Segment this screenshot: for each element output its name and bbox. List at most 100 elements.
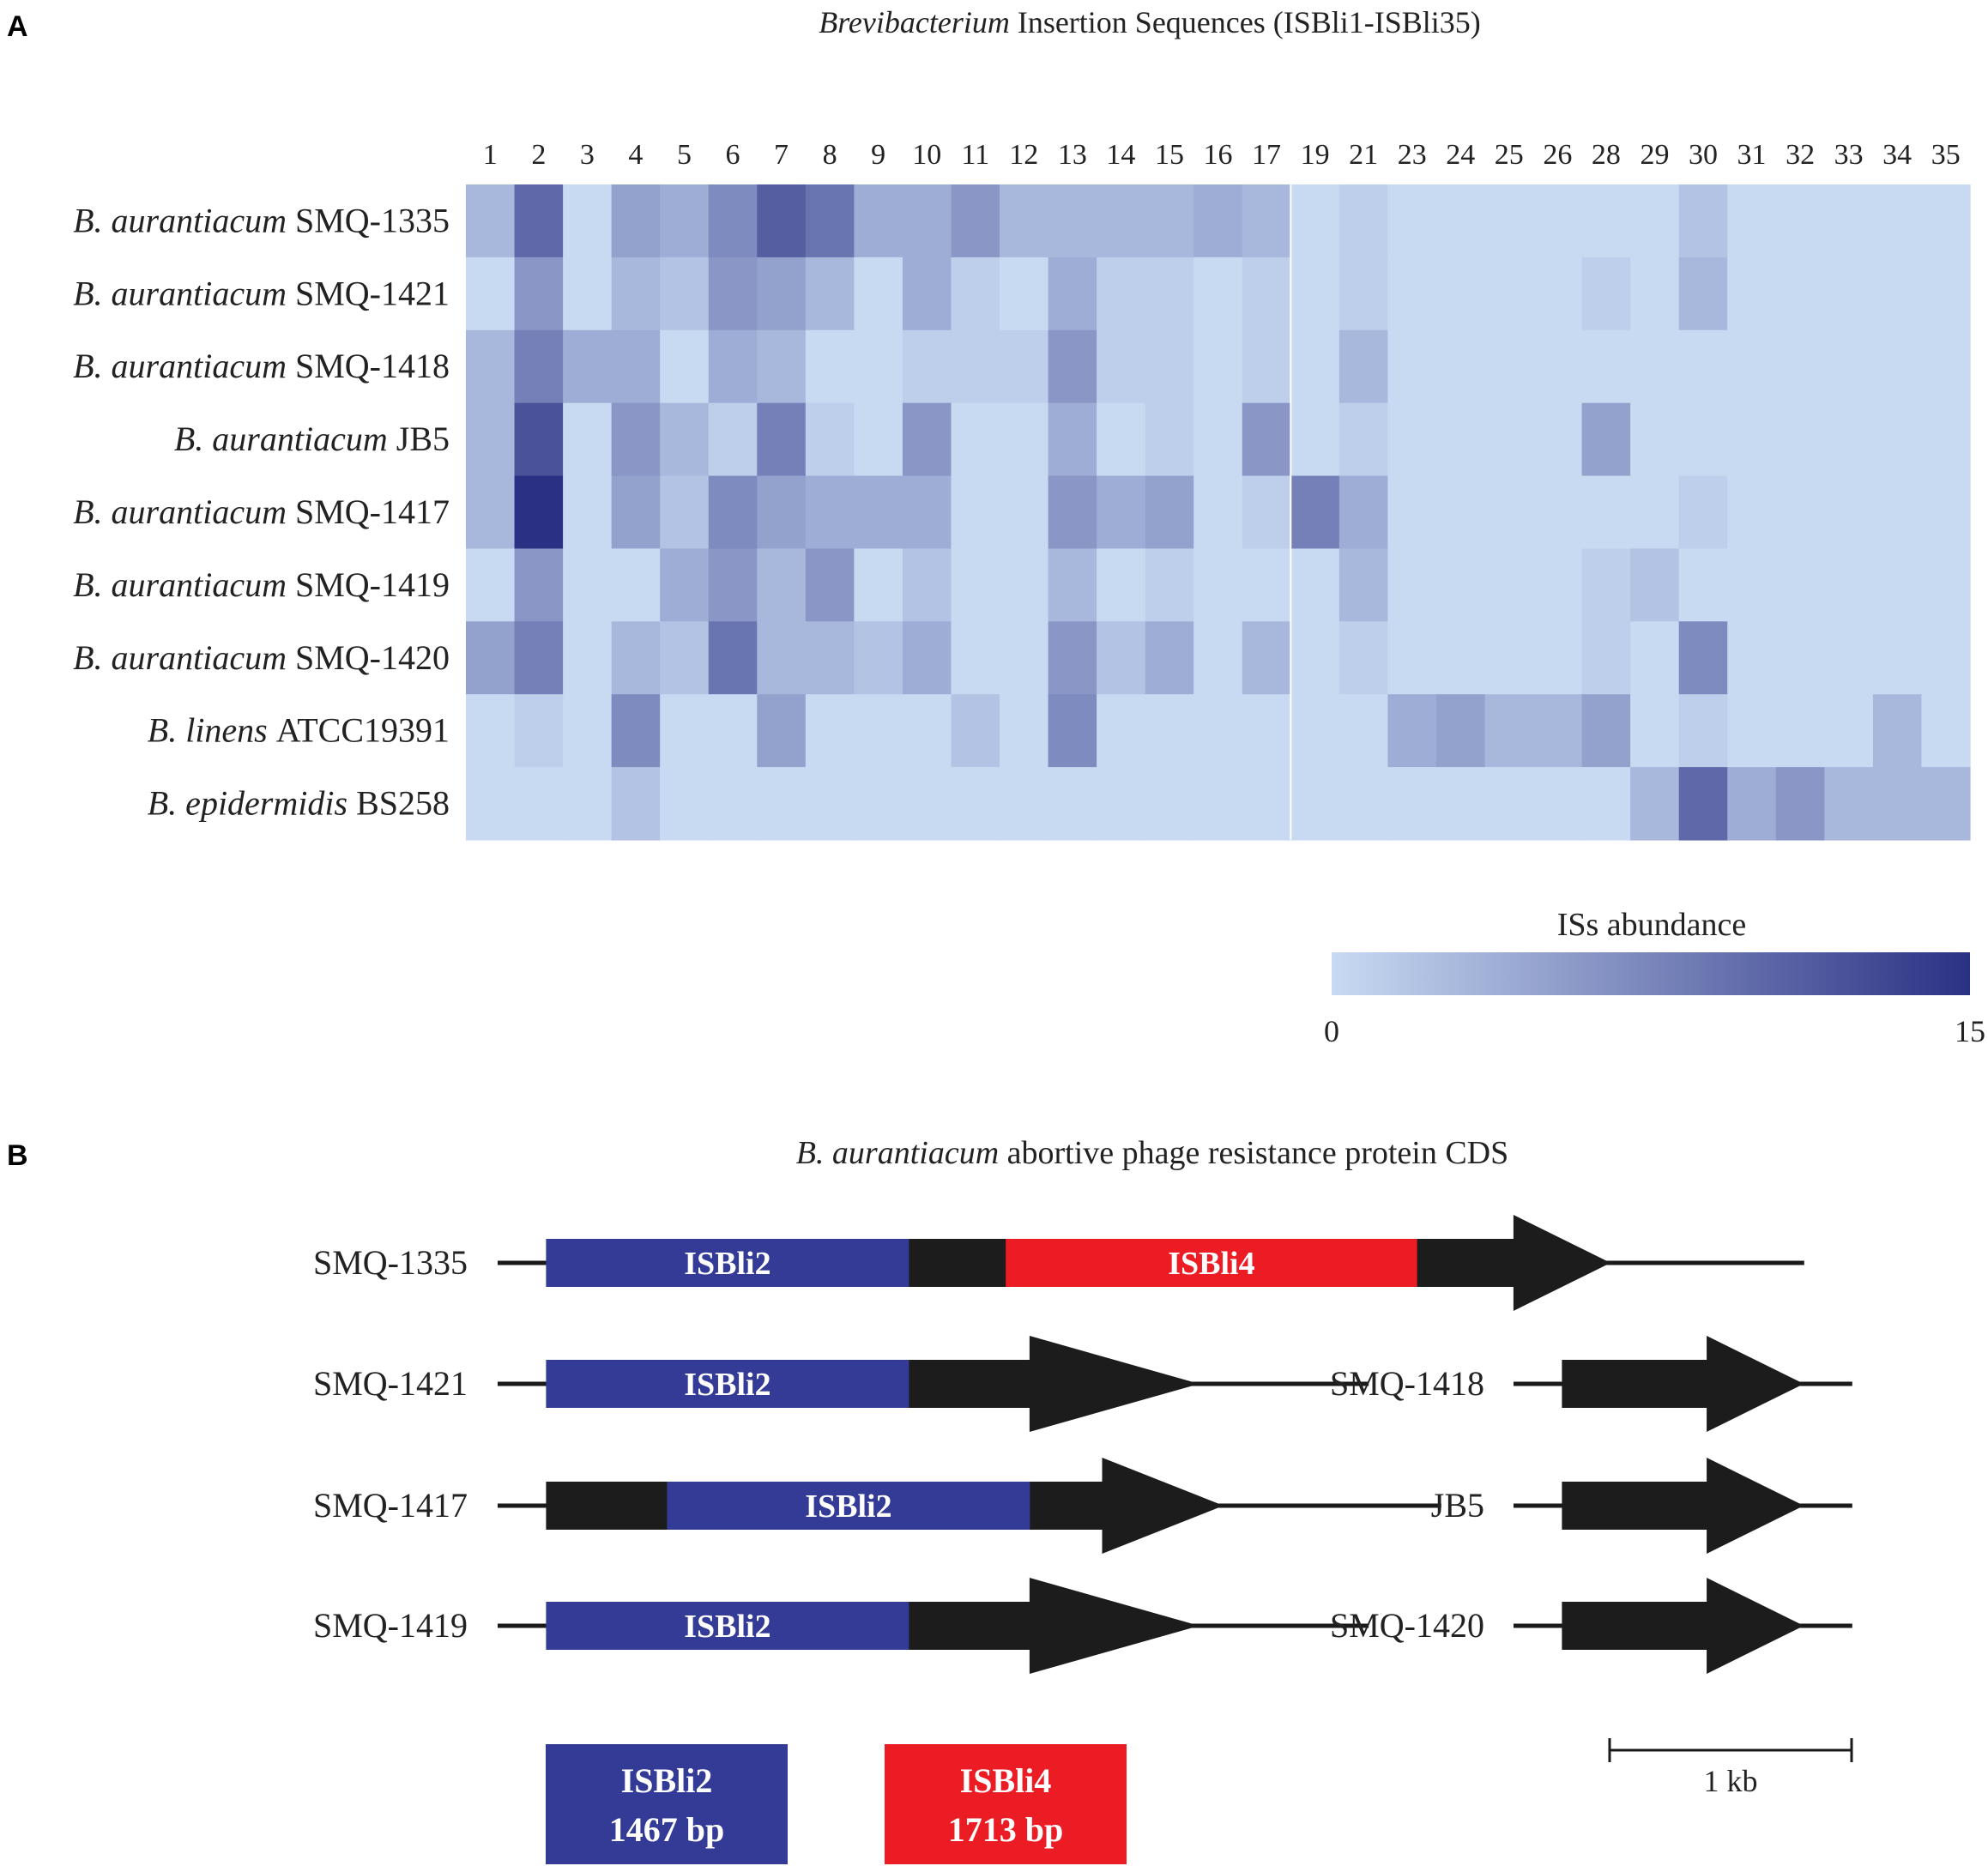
heatmap-cell [902,475,952,550]
heatmap-cell [1435,402,1486,477]
heatmap-cell [1193,694,1243,768]
heatmap-cell [1145,694,1194,768]
heatmap-cell [514,184,564,258]
heatmap-cell [1000,257,1049,331]
colorbar-gradient [1332,952,1970,995]
cds-segment [909,1239,1006,1287]
track-strain-label: SMQ-1419 [313,1606,468,1645]
column-tick-label: 21 [1349,139,1378,171]
heatmap-cell [1727,257,1777,331]
heatmap-cell [1048,475,1097,550]
heatmap-cell [1000,184,1049,258]
heatmap-cell [1242,767,1291,841]
heatmap-cell [563,184,613,258]
heatmap-cell [466,548,516,622]
heatmap-cell [951,257,1000,331]
heatmap-cell [1921,184,1971,258]
heatmap-cell [902,402,952,477]
row-label-species: B. linens [148,711,276,750]
row-label-species: B. aurantiacum [174,420,396,458]
heatmap-cell [514,257,564,331]
column-tick-label: 12 [1009,139,1038,171]
isbli4-segment [1006,1239,1418,1287]
heatmap-cell [660,402,710,477]
heatmap-cell [1290,329,1340,404]
isbli2-segment [546,1239,909,1287]
heatmap-cell [1097,184,1146,258]
row-label-species: B. aurantiacum [73,492,295,531]
heatmap-cell [1290,767,1340,841]
heatmap-cell [1097,257,1146,331]
heatmap-cell [1872,257,1923,331]
heatmap-cell [1000,694,1049,768]
heatmap-cell [660,548,710,622]
panel-a-title-rest: Insertion Sequences (ISBli1-ISBli35) [1010,5,1481,39]
heatmap-cell [854,257,903,331]
heatmap-cell [1338,184,1389,258]
cds-arrowhead [1513,1215,1611,1311]
heatmap-cell [660,184,710,258]
heatmap-cell [1824,257,1874,331]
column-tick-label: 4 [628,139,643,171]
heatmap-cell [1387,475,1437,550]
cds-segment [909,1360,1030,1408]
heatmap-cell [1290,257,1340,331]
heatmap-cell [1727,621,1777,695]
row-label-strain: SMQ-1421 [295,274,450,312]
heatmap-cell [902,694,952,768]
row-label: B. aurantiacum SMQ-1421 [73,274,450,312]
panel-b-title-rest: abortive phage resistance protein CDS [999,1135,1508,1171]
row-label: B. aurantiacum JB5 [174,420,450,458]
heatmap-cell [1145,621,1194,695]
heatmap-cell [1193,475,1243,550]
heatmap-cell [708,548,758,622]
heatmap-cell [1145,767,1194,841]
cds-arrowhead [1102,1458,1224,1554]
row-label-strain: ATCC19391 [276,711,450,750]
heatmap-cell [1435,621,1486,695]
track-strain-label: SMQ-1335 [313,1243,468,1282]
heatmap-cell [1145,402,1194,477]
heatmap-cell [1097,402,1146,477]
isbli2-legend-box [546,1744,788,1864]
row-label-species: B. aurantiacum [73,638,295,677]
heatmap-cell [1000,329,1049,404]
heatmap-cell [611,257,661,331]
heatmap-cell [1435,257,1486,331]
heatmap-cell [1193,621,1243,695]
heatmap-cell [1338,548,1389,622]
heatmap-cell [1048,329,1097,404]
heatmap-cell [1678,767,1728,841]
heatmap-cell [1048,402,1097,477]
column-tick-label: 24 [1446,139,1475,171]
heatmap-cell [805,621,855,695]
heatmap-cell [1921,329,1971,404]
heatmap-cell [1775,548,1825,622]
segment-label: ISBli2 [684,1609,770,1645]
heatmap-cell [1387,184,1437,258]
column-tick-label: 1 [483,139,498,171]
heatmap-cell [1338,767,1389,841]
heatmap-cell [1727,329,1777,404]
heatmap-cell [854,621,903,695]
heatmap-cell [1630,548,1680,622]
heatmap-cell [1484,621,1534,695]
heatmap-cell [1097,767,1146,841]
panel-b-title-italic: B. aurantiacum [796,1135,999,1171]
heatmap-cell [708,329,758,404]
heatmap-cell [563,694,613,768]
heatmap-cell [854,184,903,258]
track-strain-label: SMQ-1417 [313,1486,468,1525]
heatmap-cell [466,184,516,258]
heatmap-cell [1824,184,1874,258]
legend-name: ISBli2 [621,1761,713,1800]
heatmap-cell [1484,767,1534,841]
heatmap-cell [660,694,710,768]
heatmap-cell [1678,621,1728,695]
heatmap-cell [1435,548,1486,622]
legend-size: 1467 bp [609,1810,725,1849]
heatmap-cell [1921,767,1971,841]
track-strain-label: SMQ-1421 [313,1364,468,1403]
heatmap-cell [1775,767,1825,841]
